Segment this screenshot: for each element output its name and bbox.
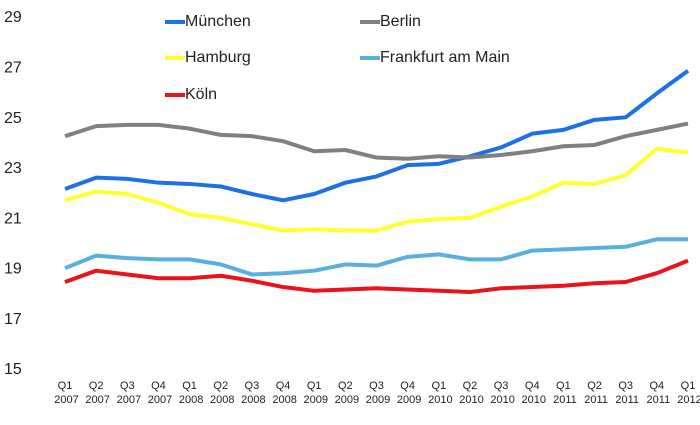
legend-label: Frankfurt am Main xyxy=(380,49,510,66)
x-tick-label: Q1 2012 xyxy=(674,380,700,406)
x-tick-label: Q3 2008 xyxy=(238,380,266,406)
legend-label: Hamburg xyxy=(185,49,251,66)
x-tick-label: Q2 2010 xyxy=(456,380,484,406)
x-tick-label: Q1 2011 xyxy=(550,380,577,406)
x-tick-label: Q1 2007 xyxy=(51,380,79,406)
y-tick-label: 17 xyxy=(4,311,22,328)
x-tick-label: Q1 2008 xyxy=(176,380,204,406)
x-tick-label: Q4 2010 xyxy=(518,380,546,406)
series-line xyxy=(64,258,689,295)
y-tick-label: 27 xyxy=(4,60,22,77)
x-tick-label: Q4 2011 xyxy=(643,380,670,406)
y-tick-label: 15 xyxy=(4,361,22,378)
x-tick-label: Q2 2008 xyxy=(207,380,235,406)
x-tick-label: Q3 2009 xyxy=(363,380,391,406)
legend-label: München xyxy=(185,13,251,30)
x-tick-label: Q4 2009 xyxy=(394,380,422,406)
x-tick-label: Q1 2010 xyxy=(425,380,453,406)
series-line xyxy=(64,69,690,203)
legend-label: Berlin xyxy=(380,13,421,30)
y-tick-label: 25 xyxy=(4,110,22,127)
series-line xyxy=(64,237,688,277)
y-tick-label: 23 xyxy=(4,160,22,177)
x-tick-label: Q3 2011 xyxy=(612,380,639,406)
series-line xyxy=(64,146,689,233)
series-line xyxy=(64,121,689,161)
x-tick-label: Q2 2009 xyxy=(332,380,360,406)
x-tick-label: Q1 2009 xyxy=(300,380,328,406)
x-tick-label: Q2 2011 xyxy=(581,380,608,406)
legend-label: Köln xyxy=(185,86,217,103)
x-tick-label: Q3 2010 xyxy=(487,380,515,406)
y-tick-label: 19 xyxy=(4,261,22,278)
x-tick-label: Q3 2007 xyxy=(114,380,142,406)
y-tick-label: 21 xyxy=(4,210,22,227)
x-tick-label: Q4 2008 xyxy=(269,380,297,406)
x-tick-label: Q4 2007 xyxy=(145,380,173,406)
x-tick-label: Q2 2007 xyxy=(82,380,110,406)
y-tick-label: 29 xyxy=(4,9,22,26)
